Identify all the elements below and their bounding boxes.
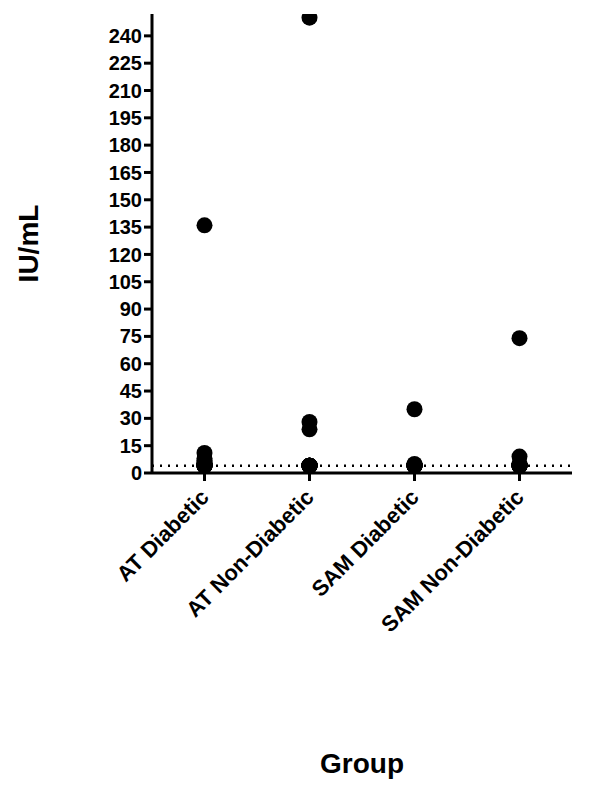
svg-text:AT Diabetic: AT Diabetic	[112, 485, 214, 587]
svg-text:150: 150	[109, 189, 142, 211]
svg-text:240: 240	[109, 25, 142, 47]
svg-text:Group: Group	[320, 748, 404, 779]
svg-text:180: 180	[109, 134, 142, 156]
svg-text:75: 75	[120, 325, 142, 347]
svg-text:IU/mL: IU/mL	[13, 205, 44, 283]
svg-text:60: 60	[120, 353, 142, 375]
svg-text:120: 120	[109, 244, 142, 266]
svg-text:SAM Non-Diabetic: SAM Non-Diabetic	[376, 485, 529, 638]
svg-text:165: 165	[109, 162, 142, 184]
svg-text:210: 210	[109, 80, 142, 102]
svg-text:AT Non-Diabetic: AT Non-Diabetic	[181, 485, 319, 623]
svg-text:45: 45	[120, 380, 142, 402]
svg-text:0: 0	[131, 462, 142, 484]
svg-text:15: 15	[120, 435, 142, 457]
svg-text:225: 225	[109, 52, 142, 74]
svg-text:105: 105	[109, 271, 142, 293]
svg-text:90: 90	[120, 298, 142, 320]
svg-text:30: 30	[120, 407, 142, 429]
svg-text:135: 135	[109, 216, 142, 238]
svg-text:SAM Diabetic: SAM Diabetic	[307, 485, 424, 602]
svg-text:195: 195	[109, 107, 142, 129]
